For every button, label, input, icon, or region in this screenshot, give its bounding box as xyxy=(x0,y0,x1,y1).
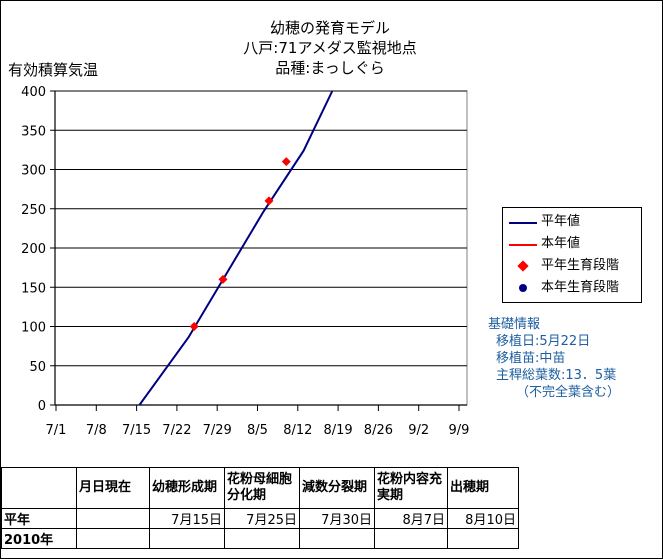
stage-marker xyxy=(264,196,274,206)
legend-dot-navy-icon xyxy=(509,282,537,294)
legend-item-normal-line: 平年値 xyxy=(509,212,580,232)
info-note: （不完全葉含む） xyxy=(516,385,621,400)
stage-marker xyxy=(281,157,291,167)
grid-lines xyxy=(50,90,468,411)
table-cell xyxy=(447,528,519,549)
table-header-cell: 月日現在 xyxy=(76,467,150,509)
x-tick-label: 7/22 xyxy=(162,423,191,438)
legend-item-current-stage: 本年生育段階 xyxy=(509,278,619,298)
table-cell xyxy=(76,528,150,549)
x-tick-label: 9/2 xyxy=(408,423,429,438)
table-header-cell: 出穂期 xyxy=(447,467,519,509)
x-tick-label: 7/15 xyxy=(122,423,151,438)
x-tick-labels: 7/1 7/8 7/15 7/22 7/29 8/5 8/12 8/19 8/26 9/2 9/9 xyxy=(46,423,470,438)
table-cell: 7月25日 xyxy=(224,508,300,529)
x-tick-label: 7/1 xyxy=(46,423,67,438)
legend-item-normal-stage: 平年生育段階 xyxy=(509,256,619,276)
table-header-cell: 減数分裂期 xyxy=(299,467,375,509)
info-heading: 基礎情報 xyxy=(488,317,541,332)
y-tick-label: 350 xyxy=(21,124,46,139)
table-header-cell: 花粉母細胞分化期 xyxy=(224,467,300,509)
stage-marker xyxy=(189,322,199,331)
info-seedling: 移植苗:中苗 xyxy=(496,351,566,366)
y-tick-labels: 0 50 100 150 200 250 300 350 400 xyxy=(21,85,46,414)
legend-label: 平年値 xyxy=(541,214,581,229)
legend-diamond-red-icon xyxy=(509,260,537,272)
y-tick-label: 100 xyxy=(21,321,46,336)
stage-marker xyxy=(218,274,228,284)
table-cell xyxy=(76,508,150,529)
table-header-cell: 花粉内容充実期 xyxy=(374,467,448,509)
legend-label: 平年生育段階 xyxy=(541,258,620,273)
row-label: 平年 xyxy=(1,508,77,529)
x-tick-label: 9/9 xyxy=(449,423,470,438)
table-cell: 8月7日 xyxy=(374,508,448,529)
y-tick-label: 200 xyxy=(21,242,46,257)
legend-item-current-line: 本年値 xyxy=(509,234,580,254)
table-row: 2010年 xyxy=(1,528,519,549)
x-tick-label: 8/19 xyxy=(323,423,352,438)
x-tick-label: 7/8 xyxy=(86,423,107,438)
table-cell: 7月30日 xyxy=(299,508,375,529)
series-line-0 xyxy=(138,91,334,405)
table-cell: 7月15日 xyxy=(149,508,225,529)
y-tick-label: 400 xyxy=(21,85,46,100)
table-header-cell xyxy=(1,467,77,509)
table-cell xyxy=(374,528,448,549)
y-tick-label: 300 xyxy=(21,164,46,179)
series-layer xyxy=(138,91,334,405)
x-tick-label: 8/5 xyxy=(247,423,268,438)
basic-info: 基礎情報 移植日:5月22日 移植苗:中苗 主稈総葉数:13．5葉 （不完全葉含… xyxy=(488,316,620,401)
chart-title-line-1: 幼穂の発育モデル xyxy=(269,19,390,37)
growth-stage-table: 月日現在 幼穂形成期 花粉母細胞分化期 減数分裂期 花粉内容充実期 出穂期 平年… xyxy=(1,467,519,549)
x-tick-label: 7/29 xyxy=(203,423,232,438)
legend-line-navy-icon xyxy=(509,216,537,228)
y-tick-label: 250 xyxy=(21,203,46,218)
legend-line-red-icon xyxy=(509,238,537,250)
y-tick-label: 0 xyxy=(38,399,46,414)
info-transplant-date: 移植日:5月22日 xyxy=(496,334,591,349)
table-header-row: 月日現在 幼穂形成期 花粉母細胞分化期 減数分裂期 花粉内容充実期 出穂期 xyxy=(1,467,519,509)
table-cell xyxy=(299,528,375,549)
table-cell xyxy=(149,528,225,549)
y-tick-label: 50 xyxy=(29,360,46,375)
y-tick-label: 150 xyxy=(21,281,46,296)
table-cell: 8月10日 xyxy=(447,508,519,529)
table-row: 平年 7月15日 7月25日 7月30日 8月7日 8月10日 xyxy=(1,508,519,529)
chart-title-line-2: 八戸:71アメダス監視地点 xyxy=(243,39,417,57)
row-label: 2010年 xyxy=(1,528,77,549)
info-leaf-count: 主稈総葉数:13．5葉 xyxy=(496,368,617,383)
table-header-cell: 幼穂形成期 xyxy=(149,467,225,509)
x-tick-label: 8/12 xyxy=(283,423,312,438)
chart-title-line-3: 品種:まっしぐら xyxy=(275,59,385,77)
x-tick-label: 8/26 xyxy=(364,423,393,438)
y-axis-label: 有効積算気温 xyxy=(8,61,99,79)
legend: 平年値 本年値 平年生育段階 本年生育段階 xyxy=(502,207,642,303)
table-cell xyxy=(224,528,300,549)
legend-label: 本年値 xyxy=(541,236,581,251)
legend-label: 本年生育段階 xyxy=(541,280,620,295)
